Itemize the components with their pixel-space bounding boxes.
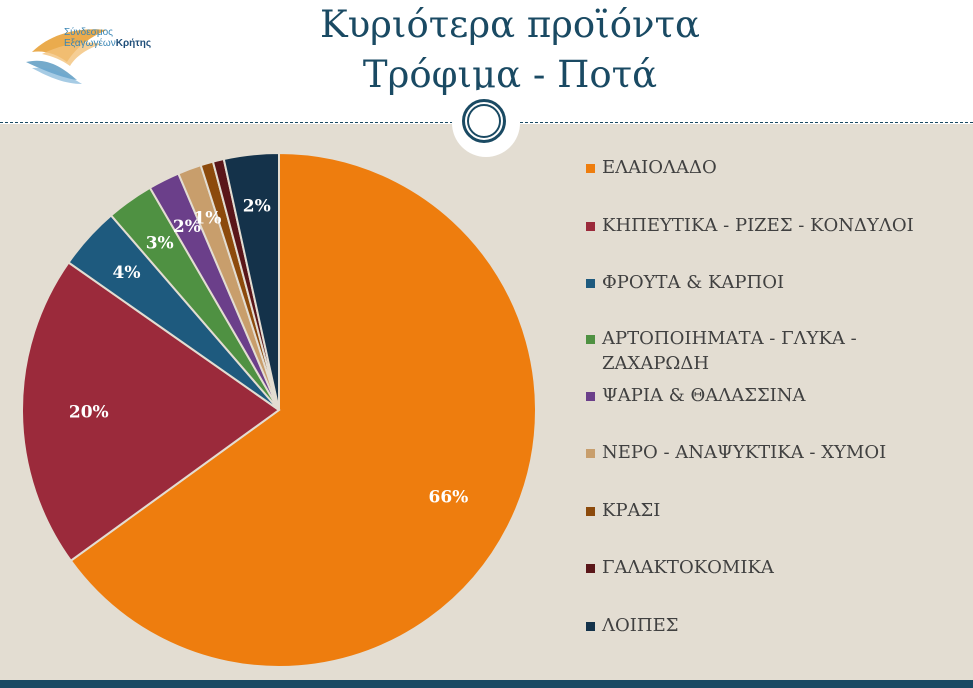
logo-text-prefix: Εξαγωγέων [64, 38, 116, 49]
legend-label: ΦΡΟΥΤΑ & ΚΑΡΠΟΙ [602, 272, 785, 293]
logo-swoosh-icon [26, 29, 107, 84]
page-title: Κυριότερα προϊόντα Τρόφιμα - Ποτά [250, 0, 770, 100]
data-label-6: 1% [193, 208, 221, 228]
data-label-5: 2% [173, 217, 201, 237]
legend-swatch [586, 449, 595, 458]
data-label-4: 3% [146, 234, 174, 254]
legend-swatch [586, 279, 595, 288]
data-label-9: 2% [243, 197, 271, 217]
pie-chart: 66%20%4%3%2%1%2% [21, 151, 537, 668]
legend-label: ΑΡΤΟΠΟΙΗΜΑΤΑ - ΓΛΥΚΑ - ΖΑΧΑΡΩΔΗ [602, 328, 857, 374]
legend-swatch [586, 564, 595, 573]
data-label-3: 4% [113, 263, 141, 283]
logo-text-bold: Κρήτης [115, 38, 152, 49]
legend-label: ΓΑΛΑΚΤΟΚΟΜΙΚΑ [602, 557, 774, 578]
ornament-ring-inner [467, 104, 501, 138]
pie-slice-2 [21, 261, 281, 563]
legend-swatch [586, 164, 595, 173]
legend-label: ΨΑΡΙΑ & ΘΑΛΑΣΣΙΝΑ [602, 385, 806, 406]
legend-swatch [586, 507, 595, 516]
footer-bar [0, 680, 973, 688]
legend-label: ΛΟΙΠΕΣ [602, 615, 679, 636]
data-label-2: 20% [69, 403, 109, 423]
title-line2: Τρόφιμα - Ποτά [362, 53, 658, 96]
pie-slice-9 [222, 151, 280, 411]
legend-label: ΚΡΑΣΙ [602, 500, 661, 521]
pie-slice-1 [69, 151, 537, 668]
legend-swatch [586, 392, 595, 401]
legend-label: ΚΗΠΕΥΤΙΚΑ - ΡΙΖΕΣ - ΚΟΝΔΥΛΟΙ [602, 215, 914, 236]
legend-label: ΕΛΑΙΟΛΑΔΟ [602, 157, 717, 178]
legend-label: ΝΕΡΟ - ΑΝΑΨΥΚΤΙΚΑ - ΧΥΜΟΙ [602, 442, 887, 463]
data-label-1: 66% [428, 488, 468, 508]
logo-text-line2: ΕξαγωγέωνΚρήτης [64, 38, 151, 49]
legend-swatch [586, 222, 595, 231]
title-line1: Κυριότερα προϊόντα [320, 3, 700, 46]
legend-swatch [586, 335, 595, 344]
logo-text-line1: Σύνδεσμος [64, 27, 113, 38]
legend-swatch [586, 622, 595, 631]
